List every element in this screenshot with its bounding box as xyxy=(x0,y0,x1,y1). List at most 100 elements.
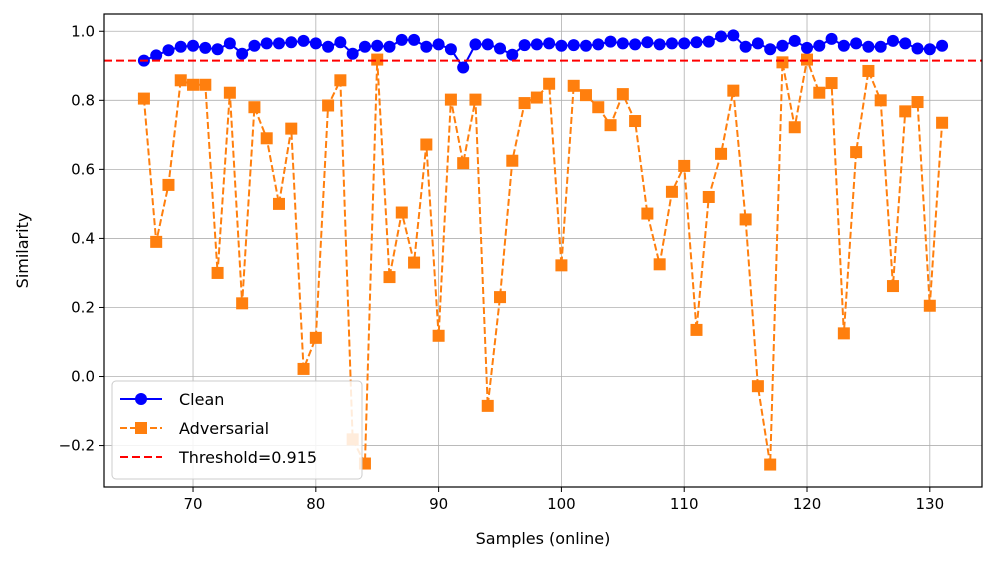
adversarial-point xyxy=(297,362,310,375)
adversarial-point xyxy=(678,159,691,172)
adversarial-point xyxy=(629,115,642,128)
x-axis-label: Samples (online) xyxy=(476,529,611,548)
y-tick-label: 0.8 xyxy=(71,91,95,109)
adversarial-point xyxy=(923,299,936,312)
adversarial-point xyxy=(395,206,408,219)
clean-point xyxy=(420,40,433,53)
clean-point xyxy=(272,37,285,50)
clean-point xyxy=(248,39,261,52)
clean-point xyxy=(236,47,249,60)
clean-point xyxy=(813,39,826,52)
clean-point xyxy=(309,37,322,50)
clean-point xyxy=(432,38,445,51)
series-line-adversarial xyxy=(142,55,944,465)
clean-point xyxy=(739,40,752,53)
adversarial-point xyxy=(788,121,801,134)
adversarial-point xyxy=(850,146,863,159)
y-tick-label: 0.6 xyxy=(71,160,95,178)
adversarial-point xyxy=(874,94,887,107)
adversarial-point xyxy=(592,101,605,114)
legend-label: Clean xyxy=(179,390,224,409)
legend-marker-square xyxy=(135,422,147,434)
clean-point xyxy=(555,39,568,52)
adversarial-point xyxy=(420,138,433,151)
adversarial-point xyxy=(911,96,924,109)
adversarial-point xyxy=(174,74,187,87)
clean-point xyxy=(358,40,371,53)
adversarial-point xyxy=(936,116,949,129)
legend-box xyxy=(111,380,363,480)
adversarial-point xyxy=(518,97,531,110)
series-layer xyxy=(104,29,982,471)
adversarial-point xyxy=(764,458,777,471)
clean-point xyxy=(469,38,482,51)
clean-point xyxy=(530,38,543,51)
adversarial-point xyxy=(739,213,752,226)
clean-point xyxy=(579,39,592,52)
adversarial-point xyxy=(813,86,826,99)
clean-point xyxy=(187,39,200,52)
adversarial-point xyxy=(604,119,617,132)
adversarial-point xyxy=(162,178,175,191)
clean-point xyxy=(641,36,654,49)
clean-point xyxy=(923,43,936,56)
clean-point xyxy=(457,61,470,74)
clean-point xyxy=(260,37,273,50)
clean-point xyxy=(150,49,163,62)
adversarial-point xyxy=(715,147,728,160)
adversarial-point xyxy=(383,271,396,284)
adversarial-point xyxy=(457,157,470,170)
clean-point xyxy=(874,40,887,53)
adversarial-point xyxy=(444,93,457,106)
adversarial-point xyxy=(555,259,568,272)
x-tick-label: 110 xyxy=(670,495,699,513)
adversarial-point xyxy=(322,99,335,112)
clean-point xyxy=(567,39,580,52)
adversarial-point xyxy=(579,89,592,102)
clean-point xyxy=(592,38,605,51)
clean-point xyxy=(837,39,850,52)
adversarial-point xyxy=(727,84,740,97)
adversarial-point xyxy=(543,77,556,90)
adversarial-point xyxy=(665,185,678,198)
clean-point xyxy=(825,32,838,45)
adversarial-point xyxy=(371,53,384,66)
clean-point xyxy=(911,42,924,55)
legend-marker-circle xyxy=(135,393,147,405)
clean-point xyxy=(211,43,224,56)
y-tick-label: 0.0 xyxy=(71,368,95,386)
clean-point xyxy=(801,41,814,54)
adversarial-point xyxy=(187,78,200,91)
clean-point xyxy=(751,37,764,50)
adversarial-point xyxy=(616,88,629,101)
y-tick-label: 0.2 xyxy=(71,298,95,316)
adversarial-point xyxy=(334,74,347,87)
adversarial-point xyxy=(469,93,482,106)
clean-point xyxy=(162,44,175,57)
adversarial-point xyxy=(690,323,703,336)
clean-point xyxy=(776,39,789,52)
adversarial-point xyxy=(837,327,850,340)
adversarial-point xyxy=(825,77,838,90)
legend-label: Threshold=0.915 xyxy=(178,448,317,467)
clean-point xyxy=(665,37,678,50)
adversarial-point xyxy=(506,154,519,167)
clean-point xyxy=(862,40,875,53)
clean-point xyxy=(518,39,531,52)
adversarial-point xyxy=(211,266,224,279)
clean-point xyxy=(506,48,519,61)
y-tick-label: 0.4 xyxy=(71,229,95,247)
y-tick-label: 1.0 xyxy=(71,22,95,40)
clean-point xyxy=(690,36,703,49)
adversarial-point xyxy=(137,92,150,105)
clean-point xyxy=(899,37,912,50)
adversarial-point xyxy=(199,78,212,91)
clean-point xyxy=(678,37,691,50)
clean-point xyxy=(715,30,728,43)
clean-point xyxy=(395,33,408,46)
clean-point xyxy=(494,42,507,55)
clean-point xyxy=(936,39,949,52)
x-tick-label: 80 xyxy=(306,495,325,513)
adversarial-point xyxy=(567,79,580,92)
